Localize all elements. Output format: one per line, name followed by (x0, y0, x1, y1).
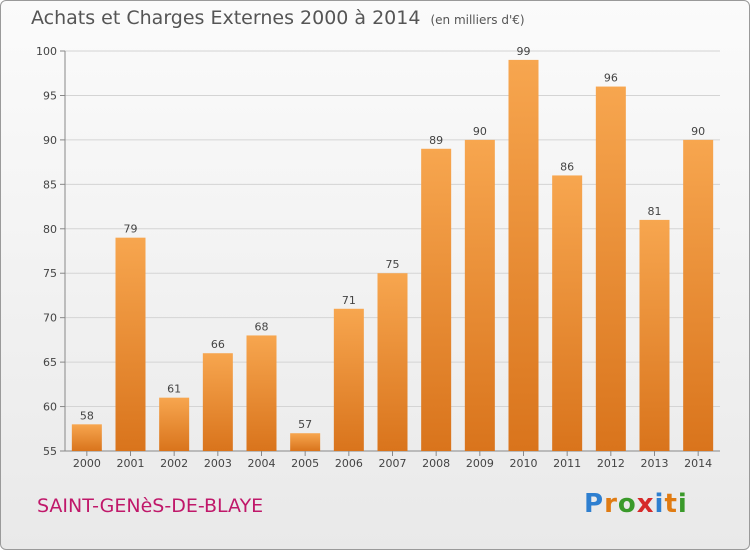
data-label: 89 (429, 134, 443, 147)
data-label: 57 (298, 418, 312, 431)
x-tick-label: 2008 (422, 457, 450, 470)
y-tick-label: 65 (43, 356, 57, 369)
bar-2003 (202, 353, 233, 451)
x-tick-label: 2007 (379, 457, 407, 470)
chart-title: Achats et Charges Externes 2000 à 2014 (31, 7, 421, 29)
bar-2000 (71, 424, 102, 451)
bar-2004 (246, 335, 277, 451)
data-label: 99 (517, 45, 531, 58)
data-labels: 58 79 61 66 68 57 71 75 89 90 99 86 96 81 90 (80, 45, 705, 431)
x-tick-label: 2000 (73, 457, 101, 470)
bar-2012 (595, 86, 626, 452)
y-tick-label: 85 (43, 178, 57, 191)
y-tick-label: 70 (43, 312, 57, 325)
data-label: 79 (124, 223, 138, 236)
bar-2009 (464, 139, 495, 451)
chart-unit: (en milliers d'€) (430, 13, 525, 27)
bar-2014 (683, 139, 714, 451)
logo-letter: i (677, 489, 688, 519)
logo-letter: x (636, 489, 655, 519)
y-tick-label: 80 (43, 223, 57, 236)
y-tick-label: 55 (43, 445, 57, 458)
data-label: 66 (211, 338, 225, 351)
bar-2010 (508, 59, 539, 452)
data-label: 90 (473, 125, 487, 138)
data-label: 61 (167, 383, 181, 396)
x-tick-label: 2003 (204, 457, 232, 470)
commune-name: SAINT-GENèS-DE-BLAYE (37, 495, 264, 517)
x-tick-label: 2005 (291, 457, 319, 470)
logo-letter: o (617, 489, 637, 519)
proxiti-logo[interactable]: Proxiti (584, 489, 688, 519)
logo-letter: t (664, 489, 678, 519)
data-label: 96 (604, 72, 618, 85)
logo-letter: r (604, 489, 618, 519)
data-label: 68 (255, 320, 269, 333)
x-tick-label: 2001 (117, 457, 145, 470)
bar-2007 (377, 273, 408, 451)
y-tick-label: 100 (36, 45, 57, 58)
data-label: 75 (386, 258, 400, 271)
x-tick-label: 2014 (684, 457, 712, 470)
x-tick-label: 2002 (160, 457, 188, 470)
x-tick-label: 2011 (553, 457, 581, 470)
x-tick-label: 2013 (641, 457, 669, 470)
bar-2011 (552, 175, 583, 451)
data-label: 90 (691, 125, 705, 138)
x-tick-label: 2004 (248, 457, 276, 470)
bars (71, 59, 714, 452)
chart-title-block: Achats et Charges Externes 2000 à 2014 (e… (31, 7, 525, 29)
bar-2013 (639, 219, 670, 451)
logo-letter: P (584, 489, 605, 519)
bar-2008 (421, 148, 452, 451)
bar-2001 (115, 237, 146, 451)
x-tick-label: 2010 (510, 457, 538, 470)
bar-2005 (290, 433, 321, 451)
y-tick-label: 90 (43, 134, 57, 147)
y-tick-label: 60 (43, 401, 57, 414)
x-tick-label: 2009 (466, 457, 494, 470)
logo-letter: i (654, 489, 665, 519)
x-tick-label: 2012 (597, 457, 625, 470)
data-label: 81 (648, 205, 662, 218)
x-tick-label: 2006 (335, 457, 363, 470)
data-label: 58 (80, 409, 94, 422)
y-tick-label: 75 (43, 267, 57, 280)
data-label: 71 (342, 294, 356, 307)
y-tick-labels: 55 60 65 70 75 80 85 90 95 100 (36, 45, 65, 458)
y-tick-label: 95 (43, 89, 57, 102)
data-label: 86 (560, 160, 574, 173)
x-tick-labels: 2000 2001 2002 2003 2004 2005 2006 2007 2008 2009… (73, 451, 712, 470)
bar-2002 (159, 397, 190, 451)
bar-2006 (333, 308, 364, 451)
